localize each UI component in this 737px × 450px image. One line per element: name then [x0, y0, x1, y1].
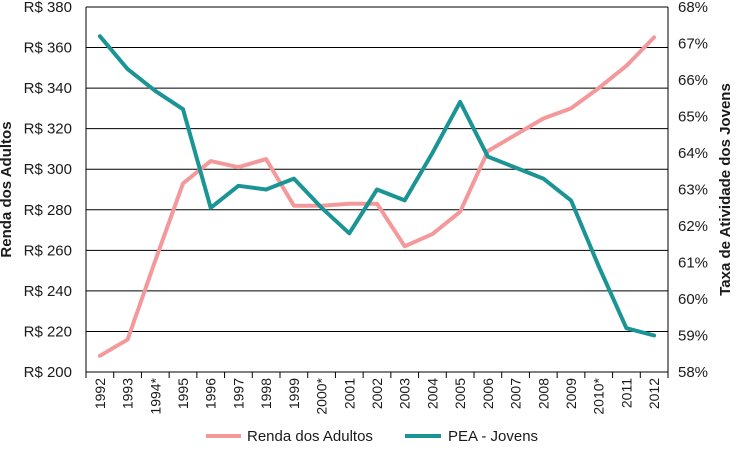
- left-tick-label: R$ 240: [24, 283, 72, 300]
- x-tick-label: 2010*: [591, 377, 607, 414]
- right-axis-title: Taxa de Atividade dos Jovens: [717, 83, 734, 296]
- left-tick-label: R$ 380: [24, 0, 72, 16]
- x-tick-label: 2007: [508, 378, 524, 409]
- series-layer: [97, 34, 657, 358]
- x-tick-label: 1997: [230, 378, 246, 409]
- right-tick-label: 68%: [678, 0, 708, 16]
- left-tick-label: R$ 300: [24, 161, 72, 178]
- x-tick-label: 1992: [92, 378, 108, 409]
- legend: Renda dos Adultos PEA - Jovens: [206, 428, 538, 445]
- left-tick-label: R$ 340: [24, 80, 72, 97]
- x-axis: 1992 1993 1994* 1995 1996 1997 1998 1999 2000* 20…: [85, 372, 669, 415]
- x-tick-label: 2009: [563, 378, 579, 409]
- series-line-renda: [97, 35, 657, 358]
- x-tick-label: 2004: [424, 378, 440, 409]
- right-tick-label: 61%: [678, 255, 708, 272]
- x-tick-label: 2001: [341, 378, 357, 409]
- left-axis-title: Renda dos Adultos: [0, 121, 15, 257]
- x-tick-label: 1993: [120, 378, 136, 409]
- left-tick-label: R$ 360: [24, 40, 72, 57]
- x-tick-label: 1999: [286, 378, 302, 409]
- right-tick-label: 58%: [678, 364, 708, 381]
- right-tick-label: 62%: [678, 218, 708, 235]
- x-tick-label: 2000*: [314, 377, 330, 414]
- x-tick-label: 2003: [397, 378, 413, 409]
- x-tick-label: 1998: [258, 378, 274, 409]
- right-tick-label: 67%: [678, 36, 708, 53]
- x-tick-label: 1994*: [147, 377, 163, 414]
- legend-label-pea: PEA - Jovens: [448, 428, 538, 445]
- left-tick-label: R$ 280: [24, 202, 72, 219]
- right-tick-label: 63%: [678, 182, 708, 199]
- x-tick-label: 2002: [369, 378, 385, 409]
- right-tick-label: 60%: [678, 291, 708, 308]
- x-tick-label: 2005: [452, 378, 468, 409]
- left-axis-ticks: R$ 200 R$ 220 R$ 240 R$ 260 R$ 280 R$ 300 R$ 3…: [24, 0, 72, 381]
- left-tick-label: R$ 320: [24, 121, 72, 138]
- x-tick-label: 1995: [175, 378, 191, 409]
- right-tick-label: 65%: [678, 109, 708, 126]
- legend-label-renda: Renda dos Adultos: [247, 428, 373, 445]
- grid-lines: [85, 6, 669, 373]
- x-tick-label: 2011: [618, 378, 634, 408]
- right-tick-label: 59%: [678, 328, 708, 345]
- x-tick-label: 2008: [535, 378, 551, 409]
- right-tick-label: 64%: [678, 145, 708, 162]
- right-axis-ticks: 58% 59% 60% 61% 62% 63% 64% 65% 66% 67% 68%: [678, 0, 708, 381]
- right-tick-label: 66%: [678, 72, 708, 89]
- left-tick-label: R$ 200: [24, 364, 72, 381]
- x-tick-label: 2012: [646, 378, 662, 409]
- x-tick-label: 2006: [480, 378, 496, 409]
- series-line-pea: [97, 34, 657, 338]
- left-tick-label: R$ 260: [24, 242, 72, 259]
- left-tick-label: R$ 220: [24, 323, 72, 340]
- x-tick-label: 1996: [203, 378, 219, 409]
